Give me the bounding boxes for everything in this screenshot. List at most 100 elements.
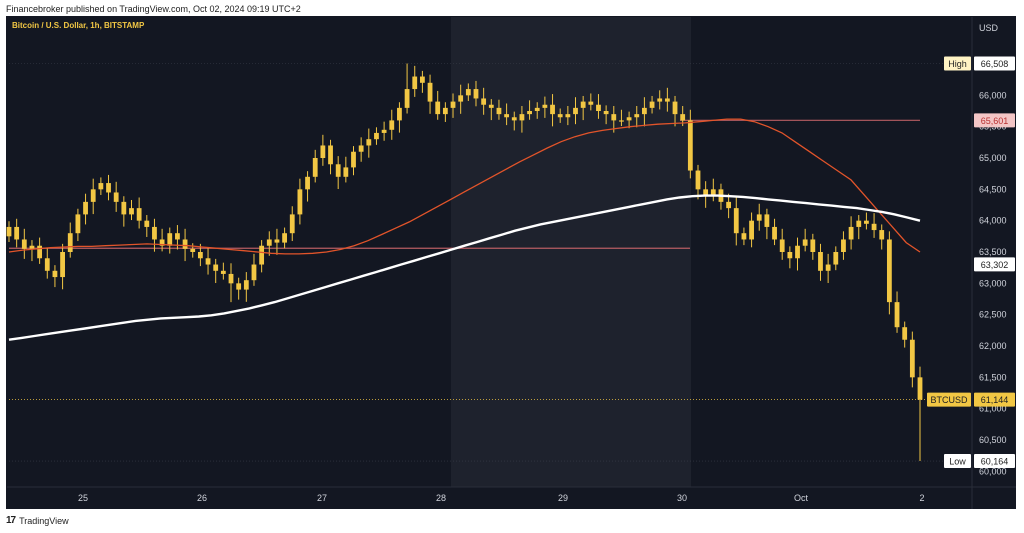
candle-body (190, 248, 196, 252)
candle-body (703, 189, 709, 196)
candle-body (37, 245, 43, 259)
candle-body (565, 114, 571, 118)
candle-body (557, 114, 563, 118)
candle-body (894, 302, 900, 328)
tag-upper-value-bg (974, 113, 1015, 128)
candle-body (841, 239, 846, 252)
candle-body (795, 245, 800, 259)
candle-body (312, 158, 318, 177)
candle-body (902, 327, 908, 340)
candle-body (710, 189, 716, 196)
candle-body (680, 114, 686, 121)
candle-body (442, 107, 448, 115)
candle-body (351, 151, 356, 168)
candle-body (21, 239, 27, 249)
candle-body (228, 273, 234, 284)
candle-body (488, 104, 494, 108)
candle-body (573, 107, 578, 115)
candle-body (787, 252, 793, 259)
footer-brand: TradingView (19, 515, 69, 526)
candle-body (611, 114, 617, 121)
tag-lower-value-bg (974, 257, 1015, 272)
published-note: Financebroker published on TradingView.c… (6, 4, 301, 14)
tag-last-value: 61,144 (981, 395, 1009, 405)
candle-body (374, 132, 379, 140)
candles (6, 63, 923, 462)
y-tick-label: 62,500 (979, 310, 1007, 320)
candle-body (136, 208, 142, 221)
tag-last-label: BTCUSD (930, 395, 968, 405)
candle-body (412, 76, 418, 90)
candle-body (756, 214, 762, 221)
y-tick-label: 62,000 (979, 341, 1007, 351)
candle-body (481, 98, 487, 105)
candle-body (175, 233, 180, 240)
candle-body (511, 117, 517, 121)
candle-body (44, 258, 50, 271)
candle-body (98, 183, 104, 190)
candle-body (649, 101, 655, 108)
candle-body (779, 239, 785, 252)
candle-body (657, 98, 663, 102)
candle-body (825, 264, 831, 271)
x-tick-label: 28 (436, 493, 446, 503)
y-tick-label: 64,500 (979, 184, 1007, 194)
tv-logo-icon: 17 (6, 515, 16, 526)
ma200-line (8, 194, 921, 341)
ma50-line (8, 118, 921, 255)
tag-upper-value: 65,601 (981, 116, 1009, 126)
candle-body (519, 114, 525, 121)
tag-high-label: High (948, 59, 967, 69)
candle-body (764, 214, 770, 227)
tag-low-value-bg (974, 454, 1015, 469)
candle-body (848, 226, 854, 240)
chart-title: Bitcoin / U.S. Dollar, 1h, BITSTAMP (12, 21, 145, 30)
tag-high-value: 66,508 (981, 59, 1009, 69)
candle-body (619, 120, 624, 122)
tag-high-label-bg (944, 56, 971, 71)
candle-body (67, 233, 73, 252)
tag-low-label-bg (944, 454, 971, 469)
candle-body (144, 220, 150, 227)
candle-body (856, 220, 862, 227)
tag-last-label-bg (927, 392, 971, 407)
candle-body (236, 283, 242, 290)
candle-body (626, 117, 632, 121)
candle-body (435, 101, 441, 115)
candle-body (197, 252, 203, 259)
y-tick-label: 63,000 (979, 278, 1007, 288)
candle-body (121, 201, 127, 215)
candle-body (389, 120, 395, 130)
candle-body (297, 189, 303, 215)
candle-body (289, 214, 295, 234)
candle-body (106, 183, 111, 193)
candle-body (909, 339, 915, 378)
y-tick-label: 63,500 (979, 247, 1007, 257)
candle-body (864, 220, 869, 224)
candle-body (14, 226, 20, 240)
x-tick-label: 2 (919, 493, 924, 503)
candle-body (83, 201, 88, 215)
candle-body (733, 208, 739, 234)
candle-body (259, 245, 265, 265)
candle-body (29, 245, 35, 249)
footer: 17 TradingView (6, 515, 69, 526)
candle-body (205, 258, 211, 265)
candle-body (305, 176, 310, 190)
tag-high-value-bg (974, 56, 1015, 71)
candle-body (580, 101, 586, 108)
candle-body (419, 76, 425, 83)
candle-body (833, 252, 839, 265)
y-tick-label: 65,000 (979, 153, 1007, 163)
candle-body (917, 377, 923, 400)
candle-body (802, 239, 808, 246)
tag-last-value-bg (974, 392, 1015, 407)
candle-body (634, 114, 640, 118)
candle-body (588, 101, 594, 105)
candle-body (220, 270, 226, 274)
y-tick-label: 60,500 (979, 435, 1007, 445)
candle-body (213, 264, 219, 271)
candle-body (243, 280, 249, 290)
candle-body (251, 264, 257, 281)
x-tick-label: 26 (197, 493, 207, 503)
